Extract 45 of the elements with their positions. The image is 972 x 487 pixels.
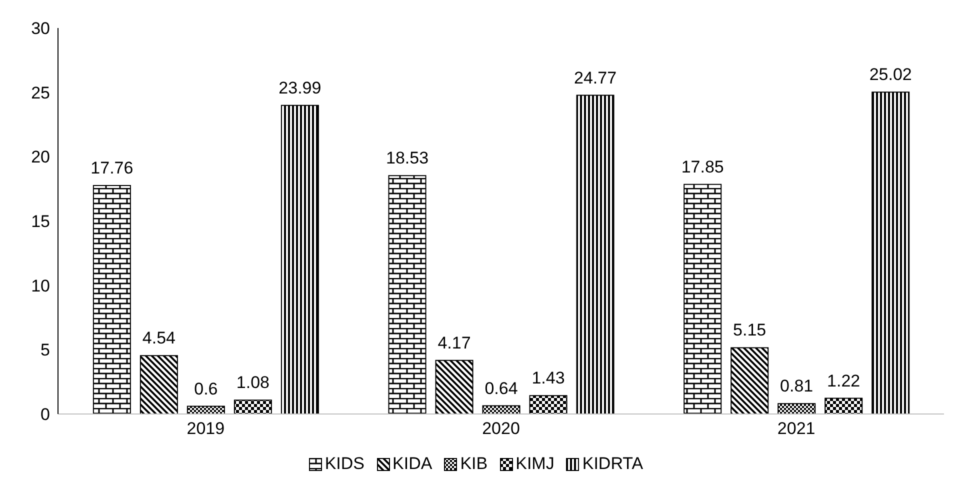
y-tick-label: 5 — [40, 340, 50, 360]
legend-label: KIDRTA — [582, 454, 644, 474]
y-tick-label: 10 — [31, 276, 50, 296]
data-label: 1.43 — [532, 368, 565, 388]
bar — [482, 405, 520, 414]
bar — [872, 92, 910, 414]
x-tick-label: 2020 — [482, 419, 520, 438]
data-label: 0.81 — [780, 376, 814, 396]
bar — [576, 94, 614, 414]
data-label: 1.22 — [827, 371, 860, 390]
data-label: 1.08 — [236, 373, 270, 392]
bar — [140, 355, 178, 414]
bar — [824, 398, 863, 414]
bar — [234, 400, 272, 414]
bar — [388, 175, 426, 414]
bar — [529, 395, 568, 414]
y-tick-label: 0 — [40, 405, 50, 424]
data-label: 25.02 — [869, 65, 912, 84]
y-tick-label: 20 — [31, 148, 50, 167]
y-tick-label: 30 — [31, 19, 50, 38]
data-label: 5.15 — [733, 320, 766, 340]
data-label: 17.85 — [681, 157, 724, 176]
legend-label: KIDA — [392, 454, 432, 474]
bar — [778, 403, 816, 414]
data-label: 0.64 — [484, 378, 518, 398]
y-tick-label: 25 — [31, 83, 50, 102]
data-label: 0.6 — [194, 379, 218, 398]
legend-label: KIDS — [324, 454, 365, 474]
bar — [684, 184, 722, 414]
bar — [280, 104, 319, 414]
legend-label: KIMJ — [516, 454, 554, 474]
data-label: 4.17 — [438, 333, 471, 352]
data-label: 17.76 — [90, 158, 134, 178]
data-label: 23.99 — [278, 78, 322, 98]
legend-label: KIB — [460, 454, 488, 474]
data-label: 18.53 — [386, 148, 429, 168]
bar — [730, 347, 769, 414]
bar — [92, 184, 131, 414]
x-tick-label: 2021 — [777, 419, 816, 438]
data-label: 4.54 — [142, 328, 176, 348]
x-tick-label: 2019 — [186, 419, 225, 438]
bar — [435, 360, 474, 414]
y-tick-label: 15 — [31, 212, 50, 232]
data-label: 24.77 — [574, 68, 617, 88]
bar — [186, 406, 225, 414]
